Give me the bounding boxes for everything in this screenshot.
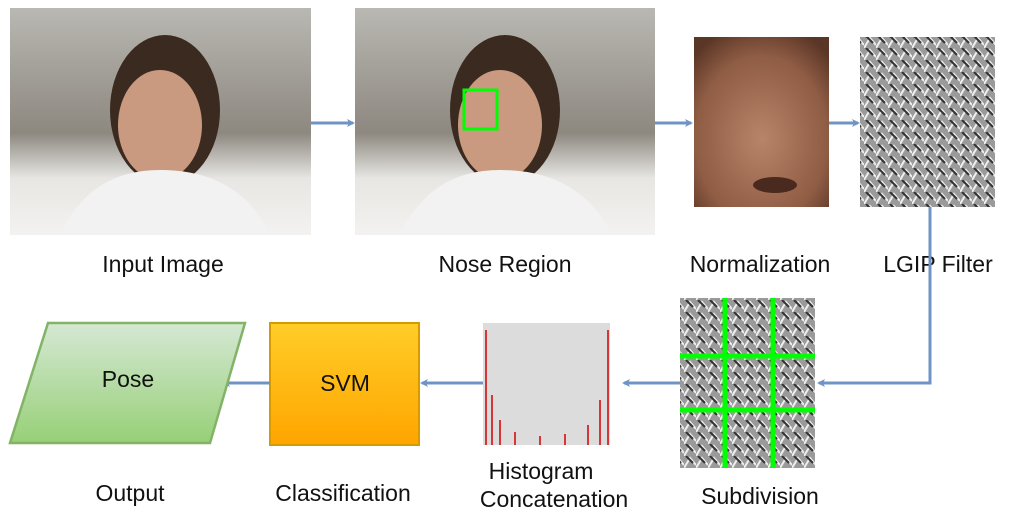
caption: LGIP Filter bbox=[883, 251, 993, 277]
caption: Input Image bbox=[102, 251, 223, 277]
subdivision-image bbox=[680, 298, 815, 468]
caption: Nose Region bbox=[439, 251, 572, 277]
caption: Normalization bbox=[690, 251, 831, 277]
node-label: SVM bbox=[320, 370, 370, 396]
arrow bbox=[817, 207, 932, 387]
caption: Classification bbox=[275, 480, 411, 506]
caption: Concatenation bbox=[480, 486, 628, 512]
nose-region-image bbox=[355, 8, 655, 235]
histogram-image bbox=[483, 323, 610, 445]
caption: Output bbox=[95, 480, 165, 506]
caption: Histogram bbox=[489, 458, 594, 484]
normalized-image bbox=[694, 37, 829, 207]
lgip-image bbox=[860, 37, 995, 207]
input-image bbox=[10, 8, 311, 235]
pose-shape bbox=[8, 321, 247, 445]
node-label: Pose bbox=[102, 366, 154, 392]
caption: Subdivision bbox=[701, 483, 819, 509]
